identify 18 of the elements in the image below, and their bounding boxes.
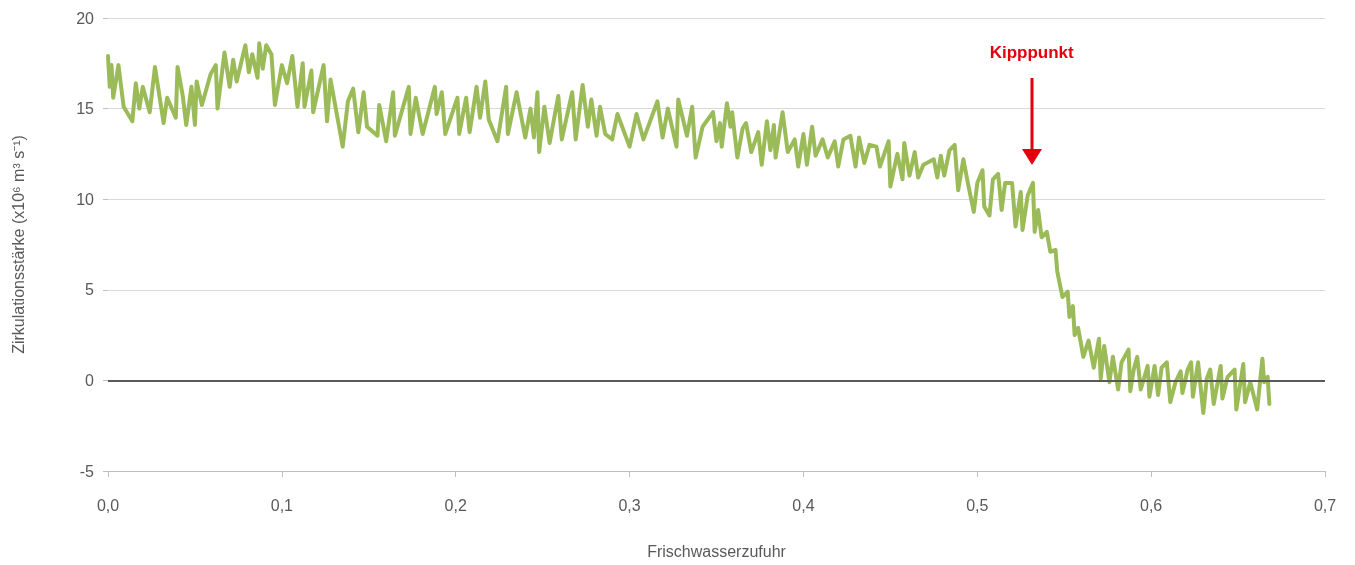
y-tick-label: 0	[85, 371, 95, 389]
x-tick-label: 0,2	[444, 496, 467, 514]
x-tick-label: 0,0	[96, 496, 120, 514]
y-tick-label: 5	[85, 281, 95, 299]
x-axis-title: Frischwasserzufuhr	[647, 542, 787, 560]
line-series	[106, 41, 1272, 416]
annotation: Kipppunkt	[989, 42, 1074, 63]
y-axis-title: Zirkulationsstärke (x10⁶ m³ s⁻¹)	[9, 135, 27, 354]
x-tick-label: 0,3	[618, 496, 641, 514]
x-tick-label: 0,6	[1140, 496, 1163, 514]
x-tick-label: 0,7	[1313, 496, 1337, 514]
x-tick-label: 0,4	[792, 496, 815, 514]
x-tick-label: 0,1	[270, 496, 294, 514]
y-tick-label: 20	[76, 9, 95, 27]
y-tick-label: -5	[79, 462, 95, 480]
y-tick-label: 10	[76, 190, 95, 208]
x-tick-label: 0,5	[966, 496, 989, 514]
y-tick-label: 15	[76, 100, 95, 118]
